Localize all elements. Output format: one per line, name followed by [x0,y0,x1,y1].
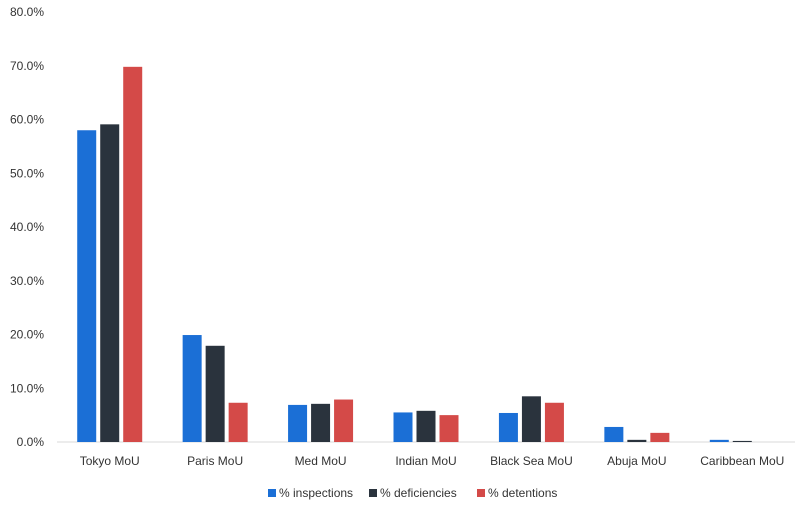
bar-detentions-4 [544,402,564,442]
x-tick-label: Abuja MoU [607,454,666,468]
bar-deficiencies-6 [732,440,752,442]
bar-inspections-1 [182,335,202,442]
bar-inspections-3 [393,412,413,442]
bar-deficiencies-4 [521,396,541,442]
bar-deficiencies-1 [205,345,225,442]
legend-label: % detentions [488,486,557,500]
bar-detentions-2 [334,399,354,442]
x-tick-label: Indian MoU [395,454,456,468]
bar-deficiencies-0 [100,124,120,443]
bar-detentions-1 [228,402,248,442]
bar-inspections-4 [498,412,518,442]
x-tick-label: Black Sea MoU [490,454,573,468]
bar-detentions-3 [439,415,459,442]
x-tick-label: Paris MoU [187,454,243,468]
legend-swatch [477,489,485,497]
bar-detentions-0 [123,66,143,442]
bar-inspections-5 [604,426,624,442]
bar-inspections-0 [77,130,97,442]
bar-deficiencies-2 [311,403,331,442]
legend-label: % deficiencies [380,486,457,500]
y-tick-label: 0.0% [17,435,45,449]
legend-swatch [268,489,276,497]
bar-inspections-6 [709,439,729,442]
y-tick-label: 40.0% [10,220,44,234]
y-tick-label: 60.0% [10,113,44,127]
legend: % inspections % deficiencies % detentions [268,486,557,500]
bar-series [77,66,752,443]
legend-swatch [369,489,377,497]
y-tick-label: 20.0% [10,328,44,342]
y-tick-label: 30.0% [10,274,44,288]
y-axis: 0.0% 10.0% 20.0% 30.0% 40.0% 50.0% 60.0% 70.0% 8… [10,5,44,449]
bar-deficiencies-3 [416,410,436,442]
x-tick-label: Tokyo MoU [80,454,140,468]
bar-detentions-5 [650,432,670,442]
y-tick-label: 10.0% [10,381,44,395]
x-tick-label: Med MoU [295,454,347,468]
y-tick-label: 80.0% [10,5,44,19]
y-tick-label: 70.0% [10,59,44,73]
x-tick-label: Caribbean MoU [700,454,784,468]
y-tick-label: 50.0% [10,166,44,180]
legend-label: % inspections [279,486,353,500]
bar-inspections-2 [288,404,308,442]
bar-deficiencies-5 [627,439,647,442]
x-axis: Tokyo MoU Paris MoU Med MoU Indian MoU Black… [80,454,785,468]
